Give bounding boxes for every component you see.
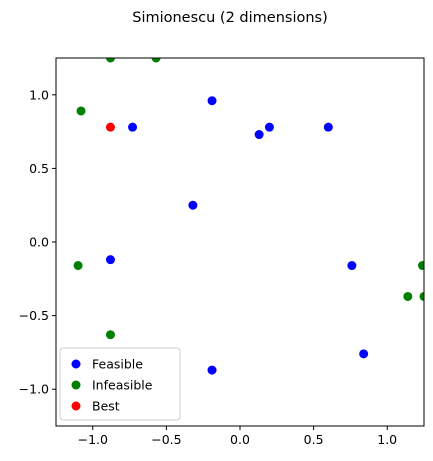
- point-feasible: [207, 96, 217, 106]
- legend-marker: [71, 380, 81, 390]
- x-tick-label: −1.0: [78, 432, 108, 447]
- point-feasible: [207, 365, 217, 375]
- x-tick-label: 1.0: [377, 432, 397, 447]
- y-tick-label: −0.5: [19, 308, 49, 323]
- point-infeasible: [418, 261, 424, 271]
- legend-label: Feasible: [92, 357, 143, 372]
- point-feasible: [264, 122, 274, 132]
- point-feasible: [323, 122, 333, 132]
- point-infeasible: [151, 58, 161, 63]
- legend: Feasible Infeasible Best: [59, 347, 181, 421]
- point-feasible: [359, 349, 369, 359]
- legend-box: [59, 347, 181, 421]
- point-feasible: [347, 261, 357, 271]
- y-tick-label: 0.0: [29, 235, 49, 250]
- point-infeasible: [76, 106, 86, 116]
- point-infeasible: [419, 291, 424, 301]
- point-infeasible: [105, 330, 115, 340]
- data-points: [73, 58, 424, 375]
- legend-label: Best: [92, 399, 120, 414]
- y-tick-label: −1.0: [19, 382, 49, 397]
- point-infeasible: [105, 58, 115, 63]
- y-tick-label: 0.5: [29, 161, 49, 176]
- legend-marker: [71, 359, 81, 369]
- legend-label: Infeasible: [92, 378, 153, 393]
- point-feasible: [128, 122, 138, 132]
- point-infeasible: [403, 291, 413, 301]
- point-feasible: [105, 255, 115, 265]
- x-tick-label: 0.5: [304, 432, 324, 447]
- legend-marker: [71, 401, 81, 411]
- x-tick-label: −0.5: [151, 432, 181, 447]
- y-tick-label: 1.0: [29, 87, 49, 102]
- plot-frame: [55, 57, 425, 427]
- axis-ticks: −1.0 −0.5 0.0 0.5 1.0 −1.0 −0.5 0.0 0.5 1.0: [19, 87, 398, 447]
- chart-title: Simionescu (2 dimensions): [132, 10, 328, 26]
- point-infeasible: [73, 261, 83, 271]
- point-feasible: [188, 200, 198, 210]
- x-tick-label: 0.0: [230, 432, 250, 447]
- point-best: [105, 122, 115, 132]
- point-feasible: [254, 130, 264, 140]
